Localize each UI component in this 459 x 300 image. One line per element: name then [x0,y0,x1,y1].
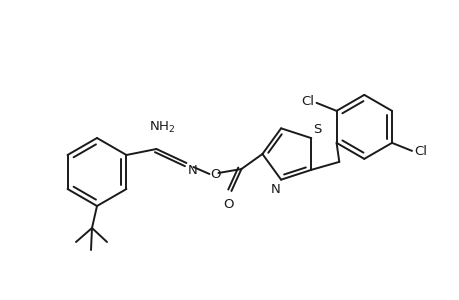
Text: S: S [313,123,321,136]
Text: O: O [210,167,220,181]
Text: N: N [270,183,280,196]
Text: Cl: Cl [413,146,426,158]
Text: O: O [223,198,233,211]
Text: N: N [187,164,197,177]
Text: Cl: Cl [301,95,314,108]
Text: NH$_2$: NH$_2$ [149,120,175,135]
